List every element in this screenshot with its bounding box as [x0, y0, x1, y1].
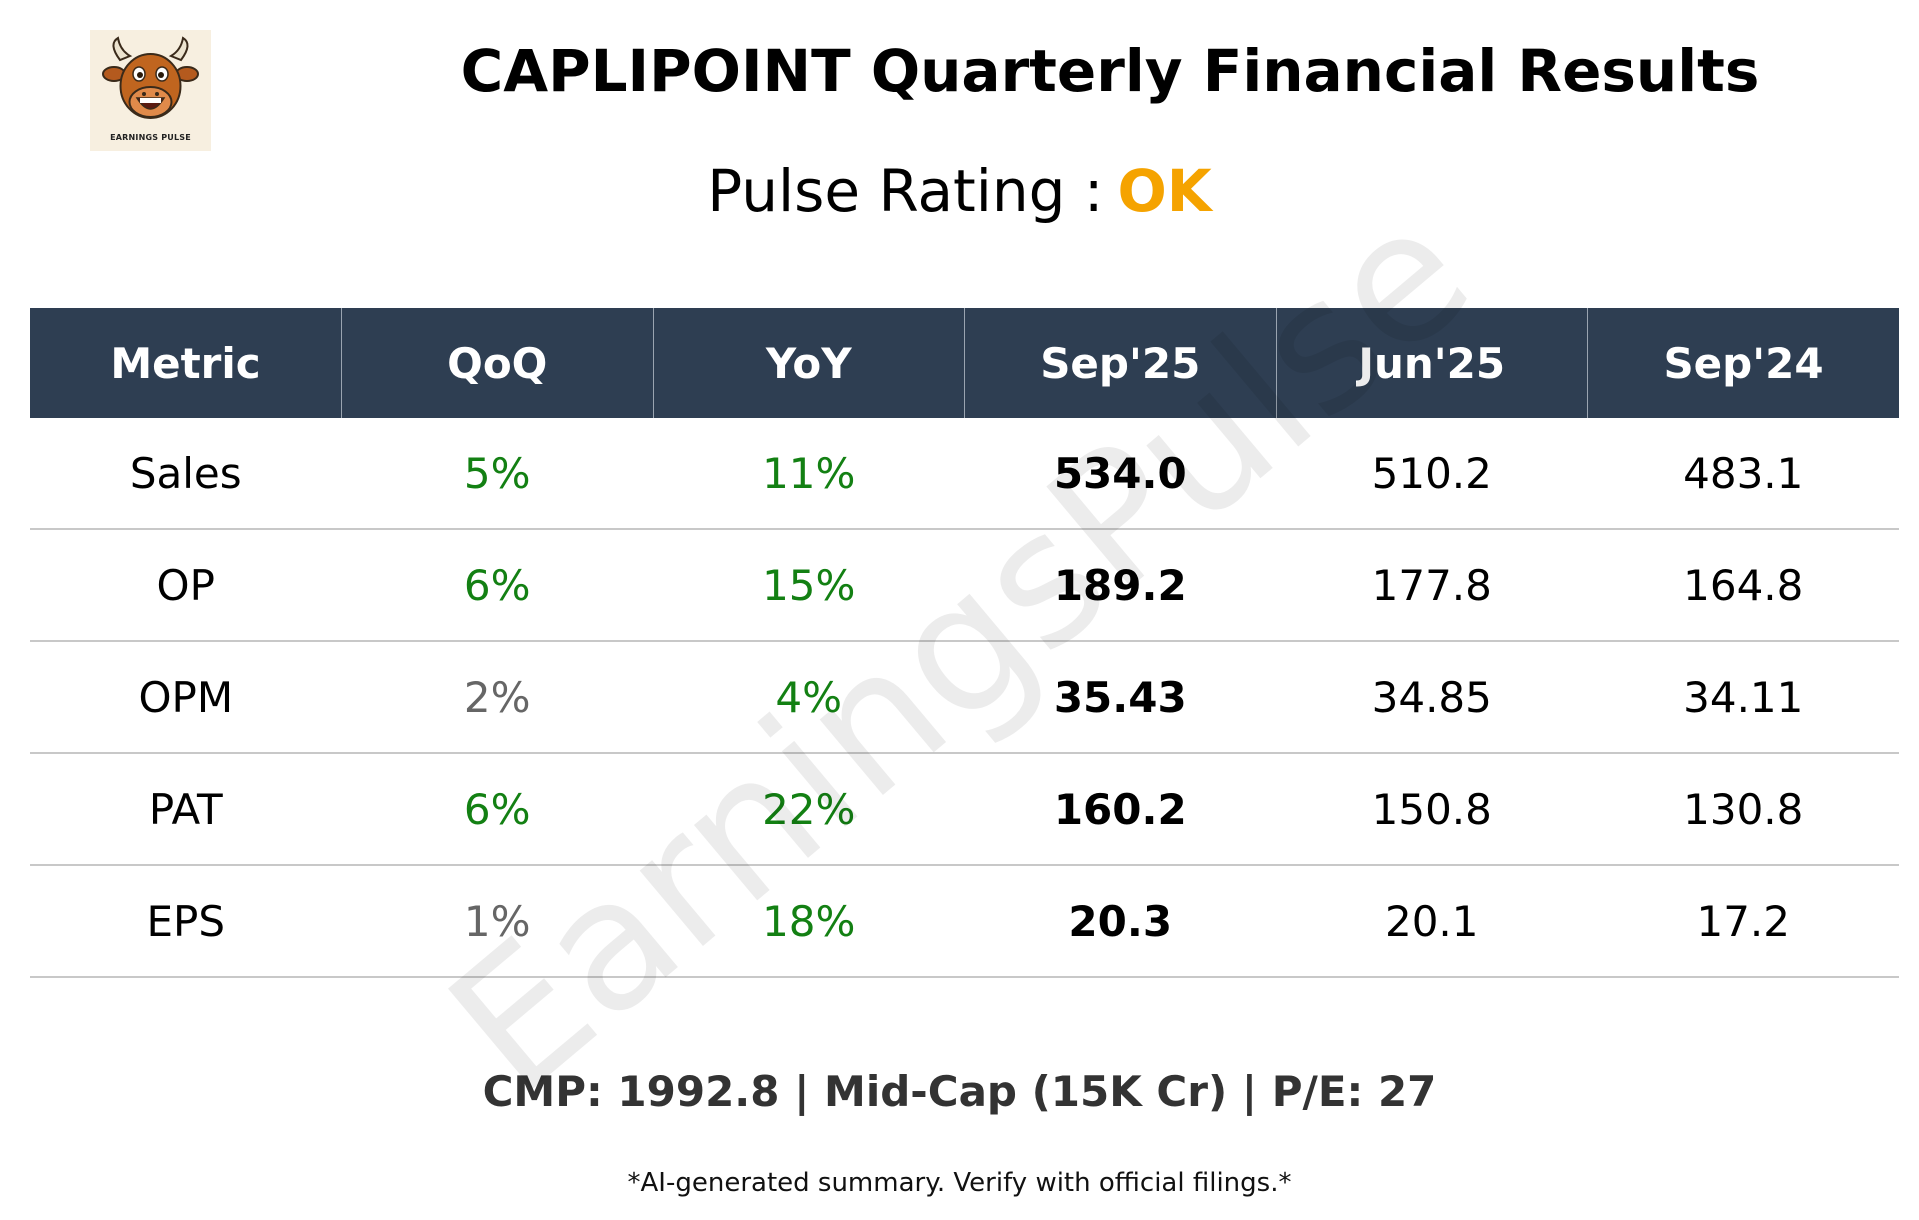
yoy-cell: 11% — [653, 418, 965, 530]
pulse-rating-value: OK — [1117, 157, 1212, 225]
metric-cell: OPM — [30, 641, 342, 754]
yoy-cell: 18% — [653, 865, 965, 978]
header-metric: Metric — [30, 308, 342, 418]
sep25-cell: 160.2 — [964, 753, 1276, 866]
jun25-cell: 34.85 — [1276, 641, 1588, 754]
table-row: OP 6% 15% 189.2 177.8 164.8 — [30, 529, 1899, 642]
qoq-cell: 6% — [341, 753, 653, 866]
pulse-rating-label: Pulse Rating : — [707, 157, 1104, 225]
results-table: Metric QoQ YoY Sep'25 Jun'25 Sep'24 Sale… — [30, 308, 1899, 978]
sep24-cell: 17.2 — [1587, 865, 1899, 978]
header-sep25: Sep'25 — [964, 308, 1276, 418]
jun25-cell: 150.8 — [1276, 753, 1588, 866]
bull-mascot-icon — [102, 36, 199, 119]
qoq-cell: 2% — [341, 641, 653, 754]
metric-cell: PAT — [30, 753, 342, 866]
jun25-cell: 20.1 — [1276, 865, 1588, 978]
table-row: Sales 5% 11% 534.0 510.2 483.1 — [30, 418, 1899, 530]
table-row: OPM 2% 4% 35.43 34.85 34.11 — [30, 641, 1899, 754]
jun25-cell: 177.8 — [1276, 529, 1588, 642]
pulse-rating: Pulse Rating : OK — [0, 156, 1919, 226]
table-row: PAT 6% 22% 160.2 150.8 130.8 — [30, 753, 1899, 866]
qoq-cell: 1% — [341, 865, 653, 978]
sep24-cell: 483.1 — [1587, 418, 1899, 530]
logo-text: EARNINGS PULSE — [110, 133, 191, 142]
sep24-cell: 130.8 — [1587, 753, 1899, 866]
market-summary: CMP: 1992.8 | Mid-Cap (15K Cr) | P/E: 27 — [482, 1067, 1437, 1116]
metric-cell: Sales — [30, 418, 342, 530]
sep24-cell: 164.8 — [1587, 529, 1899, 642]
page-title: CAPLIPOINT Quarterly Financial Results — [460, 37, 1760, 105]
header-qoq: QoQ — [341, 308, 653, 418]
header-yoy: YoY — [652, 308, 965, 418]
qoq-cell: 6% — [341, 529, 653, 642]
sep25-cell: 20.3 — [964, 865, 1276, 978]
header-jun25: Jun'25 — [1275, 308, 1588, 418]
sep25-cell: 534.0 — [964, 418, 1276, 530]
disclaimer: *AI-generated summary. Verify with offic… — [627, 1168, 1292, 1198]
sep24-cell: 34.11 — [1587, 641, 1899, 754]
yoy-cell: 4% — [653, 641, 965, 754]
yoy-cell: 15% — [653, 529, 965, 642]
sep25-cell: 35.43 — [964, 641, 1276, 754]
jun25-cell: 510.2 — [1276, 418, 1588, 530]
metric-cell: EPS — [30, 865, 342, 978]
table-header-row: Metric QoQ YoY Sep'25 Jun'25 Sep'24 — [30, 308, 1899, 418]
earnings-pulse-logo: EARNINGS PULSE — [90, 30, 211, 151]
qoq-cell: 5% — [341, 418, 653, 530]
sep25-cell: 189.2 — [964, 529, 1276, 642]
header-sep24: Sep'24 — [1587, 308, 1899, 418]
yoy-cell: 22% — [653, 753, 965, 866]
metric-cell: OP — [30, 529, 342, 642]
table-row: EPS 1% 18% 20.3 20.1 17.2 — [30, 865, 1899, 978]
